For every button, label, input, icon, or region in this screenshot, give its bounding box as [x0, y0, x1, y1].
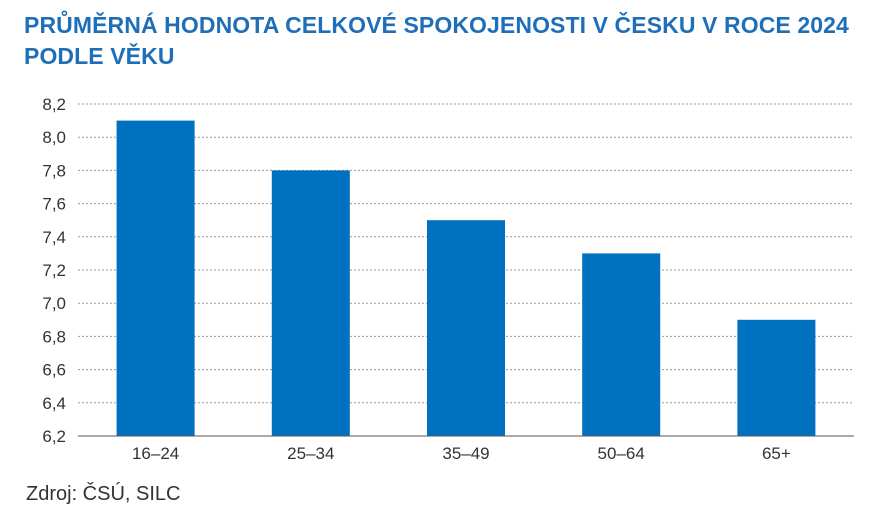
bar	[271, 170, 350, 436]
x-tick-label: 65+	[762, 444, 791, 463]
bar	[116, 120, 195, 436]
chart-title: PRŮMĚRNÁ HODNOTA CELKOVÉ SPOKOJENOSTI V …	[24, 10, 864, 72]
y-tick-label: 6,2	[42, 427, 66, 446]
y-tick-label: 7,2	[42, 261, 66, 280]
y-tick-label: 8,2	[42, 95, 66, 114]
bar	[582, 253, 661, 436]
y-tick-label: 7,6	[42, 195, 66, 214]
bar	[737, 319, 816, 436]
bars	[116, 120, 816, 436]
x-tick-label: 16–24	[132, 444, 179, 463]
y-tick-label: 6,4	[42, 394, 66, 413]
y-tick-label: 6,8	[42, 327, 66, 346]
x-tick-label: 25–34	[287, 444, 334, 463]
y-axis-tick-labels: 6,2 6,4 6,6 6,8 7,0 7,2 7,4 7,6 7,8 8,0 8,2	[42, 95, 66, 446]
chart-title-line-1: PRŮMĚRNÁ HODNOTA CELKOVÉ SPOKOJENOSTI V …	[24, 12, 849, 38]
x-tick-label: 35–49	[442, 444, 489, 463]
bar-chart: 6,2 6,4 6,6 6,8 7,0 7,2 7,4 7,6 7,8 8,0 8,2 16–24 2…	[42, 95, 854, 463]
y-tick-label: 8,0	[42, 128, 66, 147]
chart-title-line-2: PODLE VĚKU	[24, 43, 175, 69]
x-axis-tick-labels: 16–24 25–34 35–49 50–64 65+	[132, 444, 791, 463]
bar	[427, 220, 505, 436]
source-note: Zdroj: ČSÚ, SILC	[26, 483, 181, 505]
y-tick-label: 7,8	[42, 161, 66, 180]
y-tick-label: 6,6	[42, 361, 66, 380]
y-tick-label: 7,4	[42, 228, 66, 247]
y-tick-label: 7,0	[42, 294, 66, 313]
x-tick-label: 50–64	[598, 444, 645, 463]
